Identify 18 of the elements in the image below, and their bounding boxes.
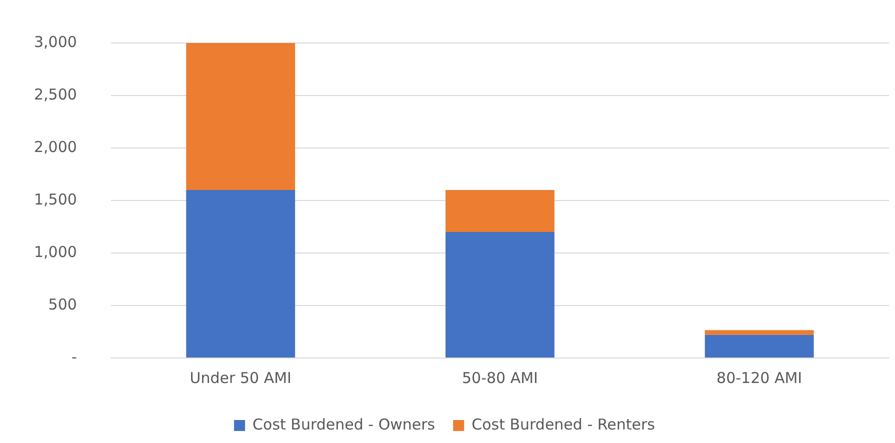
x-tick-label: Under 50 AMI [190,368,292,387]
y-tick-label: 1,500 [34,190,77,208]
legend-label: Cost Burdened - Renters [472,415,656,434]
y-tick-label: 1,000 [34,242,77,261]
x-tick-label: 50-80 AMI [462,368,538,387]
bar [446,232,554,358]
y-tick-label: - [72,348,77,366]
y-tick-label: 500 [48,295,77,314]
y-tick-label: 2,500 [34,85,77,104]
bar [446,190,554,232]
x-tick-label: 80-120 AMI [716,368,802,387]
bar [704,334,814,358]
legend-label: Cost Burdened - Owners [252,415,436,434]
bar [704,330,814,335]
y-tick-label: 2,000 [34,138,77,156]
bar [186,43,296,190]
y-tick-label: 3,000 [34,32,77,51]
bar [186,190,296,358]
